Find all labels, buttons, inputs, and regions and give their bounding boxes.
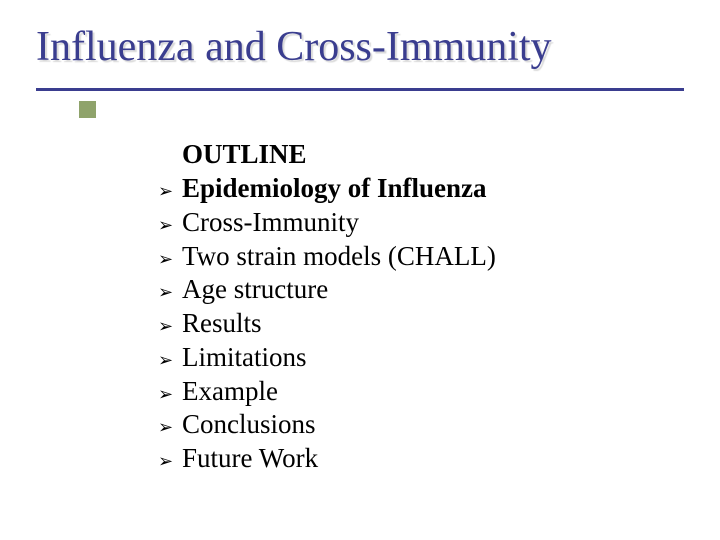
content-area: OUTLINE ➢Epidemiology of Influenza➢Cross… <box>158 139 720 476</box>
outline-item: ➢Example <box>158 375 720 409</box>
slide-title: Influenza and Cross-Immunity <box>36 24 684 70</box>
outline-item: ➢Age structure <box>158 273 720 307</box>
outline-item-text: Age structure <box>182 273 328 307</box>
outline-item-text: Two strain models (CHALL) <box>182 240 496 274</box>
bullet-icon: ➢ <box>158 450 182 473</box>
bullet-icon: ➢ <box>158 349 182 372</box>
bullet-icon: ➢ <box>158 180 182 203</box>
title-container: Influenza and Cross-Immunity <box>0 0 720 76</box>
outline-item: ➢Future Work <box>158 442 720 476</box>
outline-item: ➢Conclusions <box>158 408 720 442</box>
outline-item-text: Conclusions <box>182 408 316 442</box>
outline-item-text: Limitations <box>182 341 307 375</box>
outline-item-text: Cross-Immunity <box>182 206 359 240</box>
outline-item: ➢Two strain models (CHALL) <box>158 240 720 274</box>
bullet-icon: ➢ <box>158 416 182 439</box>
bullet-icon: ➢ <box>158 383 182 406</box>
bullet-icon: ➢ <box>158 248 182 271</box>
outline-item-text: Example <box>182 375 278 409</box>
outline-item: ➢Limitations <box>158 341 720 375</box>
accent-square <box>79 101 96 118</box>
title-underline <box>36 88 684 91</box>
bullet-icon: ➢ <box>158 214 182 237</box>
outline-item: ➢Epidemiology of Influenza <box>158 172 720 206</box>
outline-heading: OUTLINE <box>182 139 720 170</box>
bullet-icon: ➢ <box>158 281 182 304</box>
outline-item: ➢Cross-Immunity <box>158 206 720 240</box>
outline-item-text: Future Work <box>182 442 318 476</box>
outline-item-text: Results <box>182 307 262 341</box>
outline-item: ➢Results <box>158 307 720 341</box>
outline-list: ➢Epidemiology of Influenza➢Cross-Immunit… <box>158 172 720 476</box>
outline-item-text: Epidemiology of Influenza <box>182 172 487 206</box>
bullet-icon: ➢ <box>158 315 182 338</box>
